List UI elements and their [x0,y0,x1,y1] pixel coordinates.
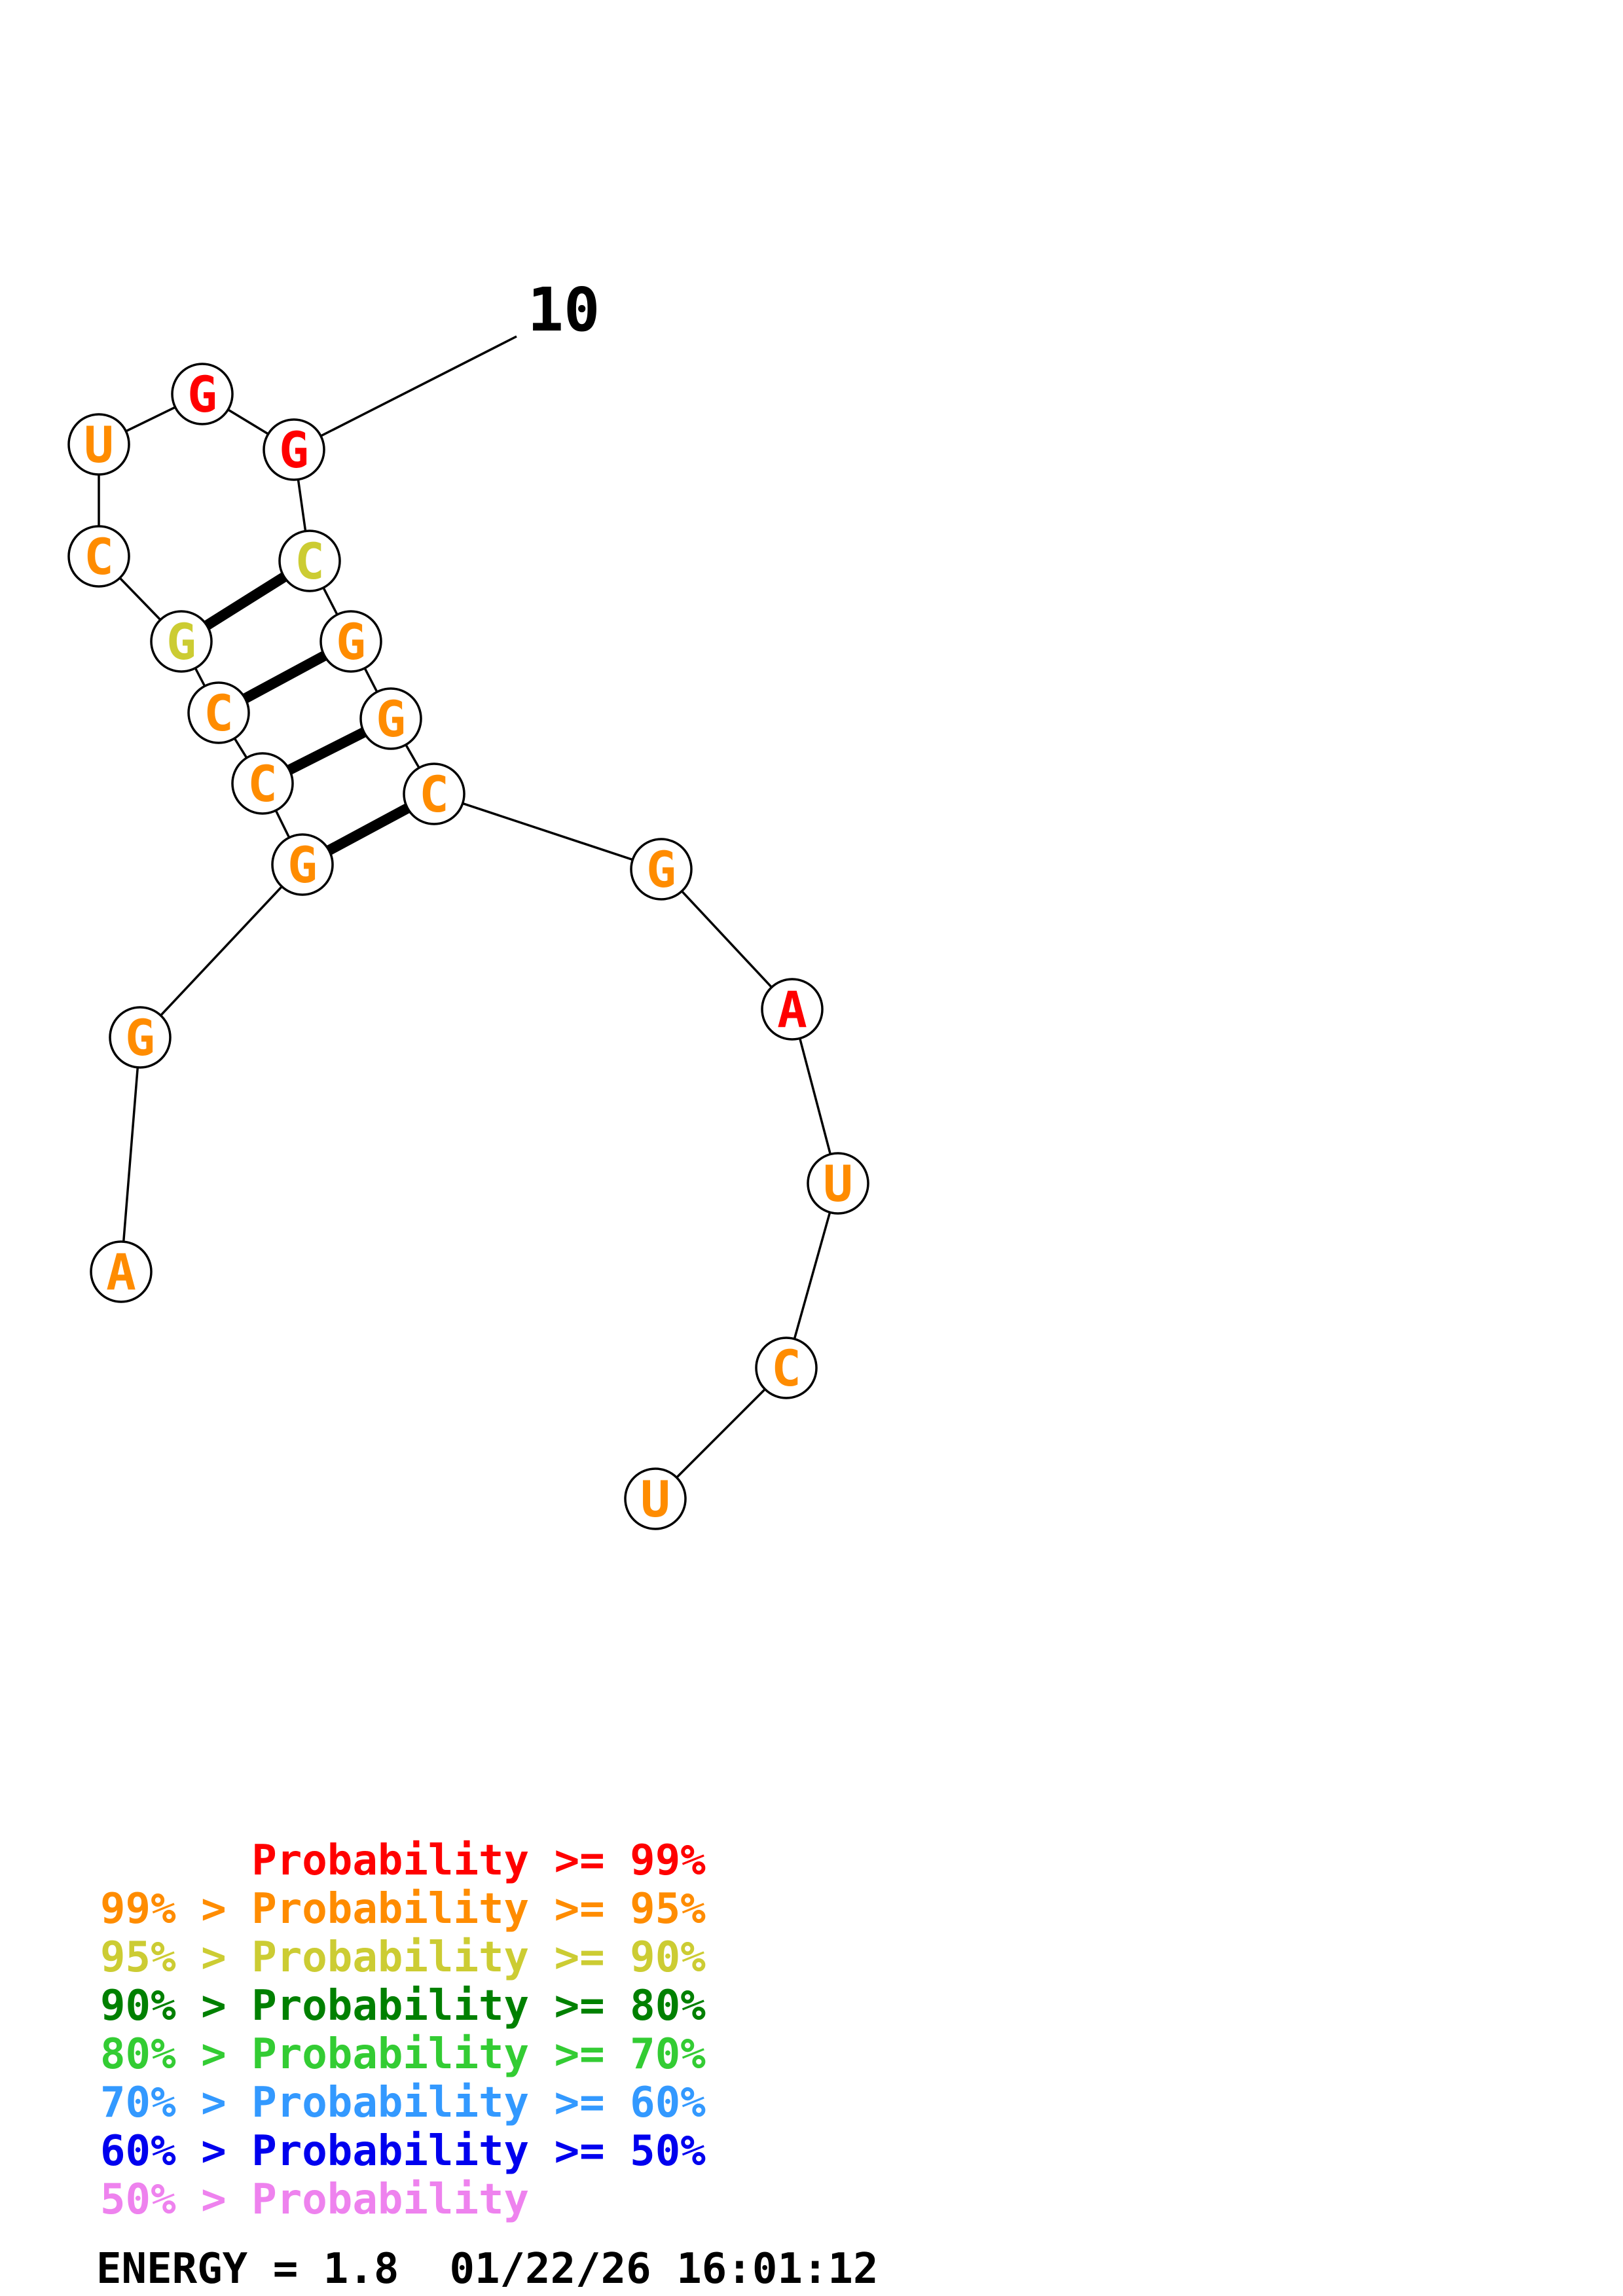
nucleotide-base-12-G: G [336,613,366,671]
index-label-10: 10 [528,275,600,345]
backbone-line-1-2 [120,1037,141,1272]
nucleotide-circle-18 [755,1336,818,1399]
nucleotide-base-14-C: C [419,765,449,823]
nucleotide-base-19-U: U [640,1470,670,1528]
nucleotide-circle-14 [403,762,465,825]
legend-row-2: 95% > Probability >= 90% [100,1933,706,1982]
backbone-line-14-15 [433,793,662,870]
nucleotide-circle-6 [150,610,213,673]
nucleotide-base-18-C: C [771,1339,801,1397]
nucleotide-circle-10 [263,418,325,481]
nucleotide-base-15-G: G [646,840,676,899]
nucleotide-base-13-G: G [376,690,406,748]
nucleotide-circle-19 [624,1467,687,1530]
legend-row-5: 70% > Probability >= 60% [100,2079,706,2127]
nucleotide-circle-9 [171,363,234,425]
nucleotide-base-4-C: C [247,755,278,813]
nucleotide-base-9-G: G [187,365,217,423]
nucleotide-base-7-C: C [84,528,114,586]
nucleotide-base-8-U: U [84,416,114,474]
nucleotide-circle-8 [67,413,130,476]
legend-row-1: 99% > Probability >= 95% [100,1885,706,1933]
legend-row-0: Probability >= 99% [100,1837,706,1885]
legend-row-6: 60% > Probability >= 50% [100,2127,706,2176]
nucleotide-circle-15 [630,838,693,901]
nucleotide-circle-2 [109,1006,172,1069]
nucleotide-circle-4 [231,752,294,815]
nucleotide-circle-7 [67,525,130,588]
backbone-line-15-16 [660,868,793,1011]
legend-row-7: 50% > Probability [100,2176,530,2224]
nucleotide-circle-3 [271,833,334,896]
nucleotide-circle-1 [90,1240,153,1303]
nucleotide-base-1-A: A [106,1243,136,1301]
legend-row-4: 80% > Probability >= 70% [100,2030,706,2079]
nucleotide-circle-5 [187,681,250,744]
nucleotide-base-11-C: C [295,532,325,590]
nucleotide-base-2-G: G [125,1009,155,1067]
nucleotide-base-16-A: A [777,980,807,1039]
index-pointer-line [293,335,517,451]
nucleotide-circle-11 [278,529,341,592]
nucleotide-base-5-C: C [204,684,234,742]
nucleotide-circle-16 [761,978,824,1041]
nucleotide-base-17-U: U [823,1155,853,1213]
probability-legend: Probability >= 99% 99% > Probability >= 9… [100,1837,706,2224]
nucleotide-base-10-G: G [279,421,309,479]
nucleotide-circle-12 [319,610,382,673]
backbone-line-17-18 [785,1183,839,1369]
energy-status-line: ENERGY = 1.8 01/22/26 16:01:12 [96,2245,879,2293]
nucleotide-circle-13 [359,687,422,750]
nucleotide-base-6-G: G [166,613,196,671]
nucleotide-circle-17 [807,1152,869,1215]
backbone-line-2-3 [139,863,304,1039]
legend-row-3: 90% > Probability >= 80% [100,1982,706,2030]
nucleotide-base-3-G: G [287,836,318,894]
